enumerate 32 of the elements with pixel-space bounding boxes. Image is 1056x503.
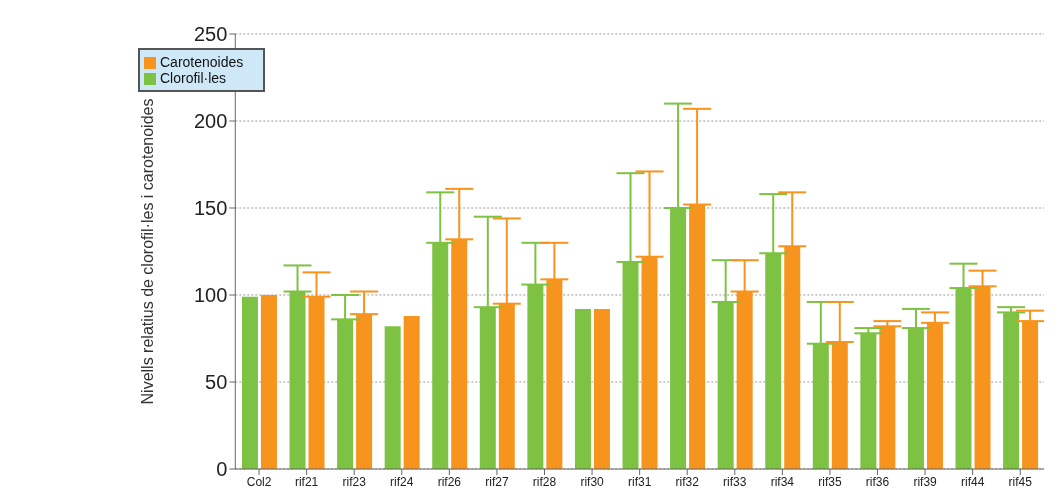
x-tick-label: rif28 — [532, 474, 557, 489]
bar — [403, 315, 420, 469]
y-tick-label: 250 — [193, 23, 228, 46]
x-tick-label: rif21 — [294, 474, 319, 489]
y-tick-label: 150 — [193, 197, 228, 220]
legend-label: Clorofil·les — [160, 70, 227, 86]
x-tick-label: rif36 — [865, 474, 890, 489]
x-tick-label: rif35 — [818, 474, 842, 489]
x-tick-label: rif26 — [437, 474, 462, 489]
bar — [260, 295, 277, 469]
bar — [574, 308, 591, 469]
x-tick-label: rif45 — [1008, 474, 1033, 489]
y-axis-title: Nivells relatius de clorofil·les i carotenoides — [138, 98, 156, 405]
x-tick-label: rif34 — [770, 474, 795, 489]
y-tick-label: 0 — [216, 458, 228, 481]
x-tick-label: rif31 — [627, 474, 652, 489]
bar — [384, 326, 401, 469]
x-tick-label: rif39 — [913, 474, 938, 489]
x-tick-label: rif30 — [580, 474, 605, 489]
y-tick-label: 100 — [193, 284, 228, 307]
x-tick-label: rif32 — [675, 474, 700, 489]
y-tick-label: 200 — [193, 110, 228, 133]
x-tick-label: Col2 — [246, 474, 272, 489]
x-tick-label: rif33 — [723, 474, 747, 489]
x-tick-label: rif44 — [960, 474, 985, 489]
x-tick-label: rif24 — [390, 474, 414, 489]
bar — [241, 296, 258, 469]
x-tick-label: rif27 — [485, 474, 509, 489]
x-tick-label: rif23 — [342, 474, 367, 489]
y-tick-label: 50 — [205, 371, 228, 394]
legend-label: Carotenoides — [160, 54, 244, 70]
bar — [593, 308, 610, 469]
